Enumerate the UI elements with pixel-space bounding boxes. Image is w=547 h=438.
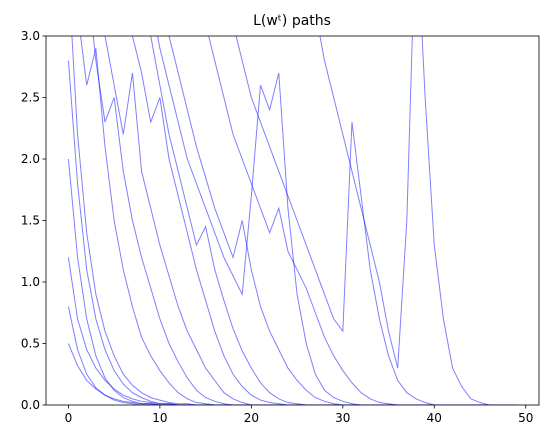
loss-path	[67, 60, 517, 405]
y-tick-label: 1.0	[21, 275, 40, 289]
x-tick-label: 40	[427, 411, 442, 425]
y-tick-label: 2.5	[21, 91, 40, 105]
loss-path	[235, 36, 517, 405]
y-tick-label: 2.0	[21, 152, 40, 166]
x-tick-label: 10	[152, 411, 167, 425]
loss-path	[319, 36, 517, 405]
plot-area	[67, 36, 517, 405]
y-tick-label: 0.5	[21, 337, 40, 351]
loss-path	[67, 158, 517, 405]
loss-path	[67, 257, 517, 405]
loss-path	[208, 36, 517, 405]
loss-path	[104, 36, 517, 405]
axes-frame	[45, 35, 540, 406]
x-tick-label: 50	[518, 411, 533, 425]
loss-path	[67, 306, 517, 405]
x-tick-label: 30	[335, 411, 350, 425]
loss-path	[157, 36, 517, 405]
loss-path	[150, 36, 517, 405]
loss-path	[131, 36, 517, 405]
x-tick-label: 0	[65, 411, 73, 425]
x-tick-label: 20	[244, 411, 259, 425]
loss-path	[92, 36, 517, 405]
loss-path	[80, 36, 517, 405]
y-tick-label: 3.0	[21, 29, 40, 43]
y-tick-label: 0.0	[21, 398, 40, 412]
y-tick-label: 1.5	[21, 214, 40, 228]
chart-title: L(wᵗ) paths	[253, 13, 331, 29]
loss-path	[71, 36, 517, 405]
loss-path	[168, 36, 517, 405]
